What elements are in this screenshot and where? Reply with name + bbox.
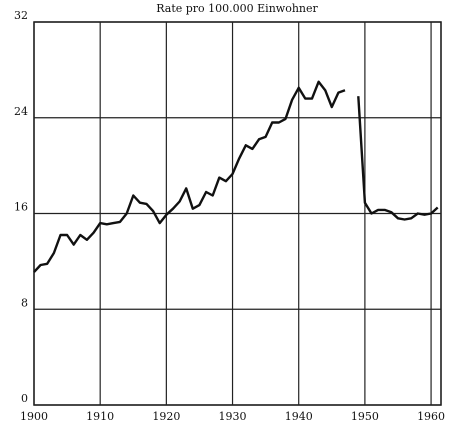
x-tick-label: 1910	[86, 410, 114, 423]
x-tick-label: 1950	[351, 410, 379, 423]
y-tick-label: 0	[21, 392, 28, 405]
x-tick-label: 1940	[285, 410, 313, 423]
y-tick-label: 16	[14, 201, 28, 214]
y-tick-label: 24	[14, 105, 28, 118]
y-tick-label: 8	[21, 296, 28, 309]
x-tick-label: 1920	[152, 410, 180, 423]
data-line	[357, 96, 439, 221]
data-line	[33, 80, 346, 273]
x-tick-label: 1960	[417, 410, 445, 423]
x-tick-label: 1900	[20, 410, 48, 423]
y-tick-label: 32	[14, 9, 28, 22]
x-tick-label: 1930	[219, 410, 247, 423]
chart-title: Rate pro 100.000 Einwohner	[156, 2, 318, 15]
